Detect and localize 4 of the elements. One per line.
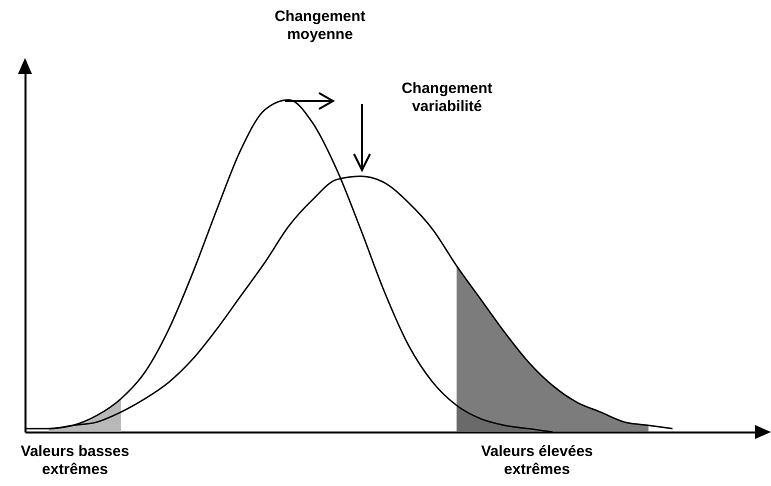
annotation: Changement variabilité [402,80,492,116]
text: Changement moyenne [274,8,366,44]
text: Valeurs basses extrêmes [20,443,130,479]
text: Valeurs élevées extrêmes [481,443,593,479]
